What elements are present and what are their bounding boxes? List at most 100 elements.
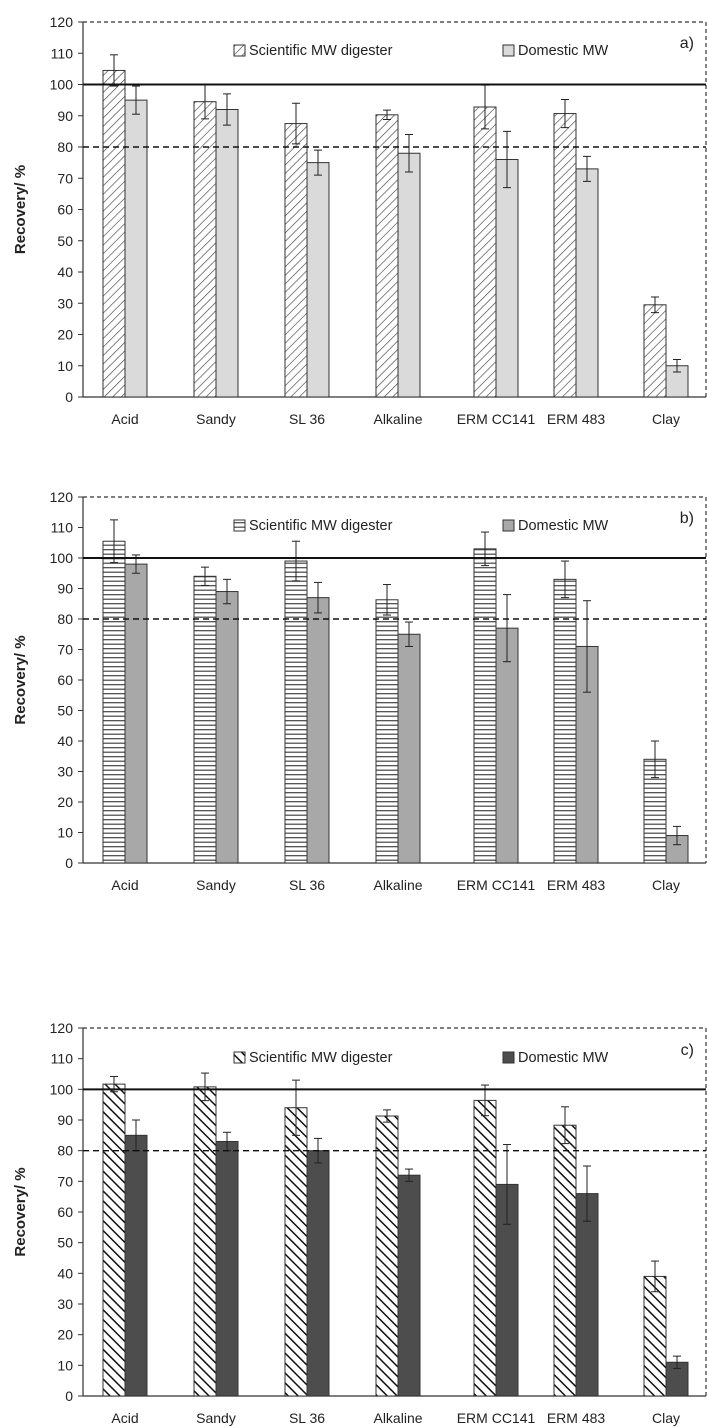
x-category-label: Acid bbox=[111, 1410, 138, 1426]
bar-domestic bbox=[306, 597, 330, 864]
bar-scientific bbox=[643, 1275, 667, 1397]
y-tick-label: 40 bbox=[57, 733, 73, 749]
bar-scientific bbox=[643, 304, 667, 398]
x-category-label: ERM CC141 bbox=[457, 1410, 536, 1426]
panel-label: a) bbox=[680, 35, 694, 52]
error-bar bbox=[583, 600, 591, 693]
bar-scientific bbox=[102, 1083, 126, 1397]
x-category-label: ERM 483 bbox=[547, 411, 606, 427]
error-bar bbox=[561, 1106, 569, 1145]
y-tick-label: 120 bbox=[50, 14, 74, 30]
error-bar bbox=[223, 93, 231, 126]
bar-domestic bbox=[215, 109, 239, 398]
error-bar bbox=[503, 594, 511, 663]
chart-panel-2: 0 10 20 30 40 50 60 70 80 90 100 110 120 Recovery/ % A… bbox=[12, 489, 707, 893]
error-bar bbox=[314, 581, 322, 614]
y-tick-label: 10 bbox=[57, 358, 73, 374]
y-tick-label: 60 bbox=[57, 202, 73, 218]
x-category-label: Alkaline bbox=[373, 877, 422, 893]
y-tick-label: 10 bbox=[57, 825, 73, 841]
bar-domestic bbox=[575, 1193, 599, 1397]
bar-domestic bbox=[397, 1174, 421, 1397]
error-bar bbox=[132, 85, 140, 115]
bar-domestic bbox=[306, 162, 330, 398]
error-bar bbox=[561, 560, 569, 599]
y-tick-label: 120 bbox=[50, 489, 74, 505]
bar-domestic bbox=[495, 159, 519, 398]
legend: Scientific MW digester Domestic MW bbox=[233, 43, 609, 59]
y-tick-label: 80 bbox=[57, 1143, 73, 1159]
x-category-label: Alkaline bbox=[373, 1410, 422, 1426]
y-tick-label: 110 bbox=[51, 520, 74, 536]
error-bar bbox=[405, 134, 413, 173]
bar-domestic bbox=[397, 152, 421, 398]
y-tick-label: 50 bbox=[57, 703, 73, 719]
bar-scientific bbox=[553, 578, 577, 864]
x-category-label: Acid bbox=[111, 411, 138, 427]
x-category-label: Alkaline bbox=[373, 411, 422, 427]
x-category-label: Clay bbox=[652, 1410, 680, 1426]
error-bar bbox=[481, 531, 489, 567]
x-category-label: ERM CC141 bbox=[457, 877, 536, 893]
x-category-label: Clay bbox=[652, 877, 680, 893]
y-tick-label: 40 bbox=[57, 1265, 73, 1281]
bar-scientific bbox=[102, 540, 126, 864]
error-bar bbox=[383, 584, 391, 616]
y-tick-label: 20 bbox=[57, 794, 73, 810]
bar-scientific bbox=[375, 1115, 399, 1397]
legend-swatch bbox=[502, 1051, 515, 1064]
y-tick-label: 70 bbox=[57, 170, 73, 186]
error-bar bbox=[110, 54, 118, 87]
legend-swatch bbox=[233, 519, 246, 532]
bar-scientific bbox=[473, 1099, 497, 1397]
bar-scientific bbox=[193, 101, 217, 398]
bar-scientific bbox=[473, 106, 497, 398]
error-bar bbox=[314, 149, 322, 176]
error-bar bbox=[583, 1165, 591, 1222]
bar-scientific bbox=[553, 113, 577, 398]
x-category-label: Sandy bbox=[196, 877, 236, 893]
error-bar bbox=[292, 540, 300, 582]
error-bar bbox=[201, 1072, 209, 1102]
bar-scientific bbox=[375, 599, 399, 864]
error-bar bbox=[503, 1144, 511, 1225]
y-tick-label: 110 bbox=[51, 1051, 74, 1067]
chart-panel-3: 0 10 20 30 40 50 60 70 80 90 100 110 120 Recovery/ % A… bbox=[12, 1020, 707, 1426]
legend-label: Scientific MW digester bbox=[249, 43, 393, 59]
error-bar bbox=[651, 296, 659, 314]
x-category-label: Clay bbox=[652, 411, 680, 427]
bar-domestic bbox=[124, 99, 148, 398]
legend-label: Scientific MW digester bbox=[249, 1050, 393, 1066]
bar-domestic bbox=[397, 633, 421, 864]
bar-domestic bbox=[124, 1134, 148, 1397]
y-tick-label: 70 bbox=[57, 1173, 73, 1189]
y-tick-label: 50 bbox=[57, 233, 73, 249]
x-category-label: SL 36 bbox=[289, 877, 325, 893]
bar-scientific bbox=[473, 548, 497, 864]
y-tick-label: 40 bbox=[57, 264, 73, 280]
legend: Scientific MW digester Domestic MW bbox=[233, 518, 609, 534]
y-tick-label: 30 bbox=[57, 764, 73, 780]
y-tick-label: 10 bbox=[57, 1357, 73, 1373]
bar-scientific bbox=[193, 1086, 217, 1397]
y-tick-label: 60 bbox=[57, 672, 73, 688]
y-tick-label: 90 bbox=[57, 1112, 73, 1128]
bar-scientific bbox=[553, 1124, 577, 1397]
legend-label: Domestic MW bbox=[518, 518, 609, 534]
bar-domestic bbox=[215, 1140, 239, 1397]
error-bar bbox=[223, 578, 231, 605]
y-tick-label: 60 bbox=[57, 1204, 73, 1220]
chart-panel-1: 0 10 20 30 40 50 60 70 80 90 100 110 120 Recovery/ % A… bbox=[12, 14, 707, 427]
y-tick-label: 20 bbox=[57, 1327, 73, 1343]
x-category-label: SL 36 bbox=[289, 411, 325, 427]
bar-scientific bbox=[102, 69, 126, 398]
legend-swatch bbox=[502, 44, 515, 57]
y-axis-title: Recovery/ % bbox=[12, 635, 29, 724]
y-tick-label: 70 bbox=[57, 642, 73, 658]
error-bar bbox=[503, 130, 511, 189]
x-category-label: Sandy bbox=[196, 1410, 236, 1426]
y-tick-label: 80 bbox=[57, 611, 73, 627]
legend-label: Domestic MW bbox=[518, 1050, 609, 1066]
error-bar bbox=[405, 621, 413, 647]
